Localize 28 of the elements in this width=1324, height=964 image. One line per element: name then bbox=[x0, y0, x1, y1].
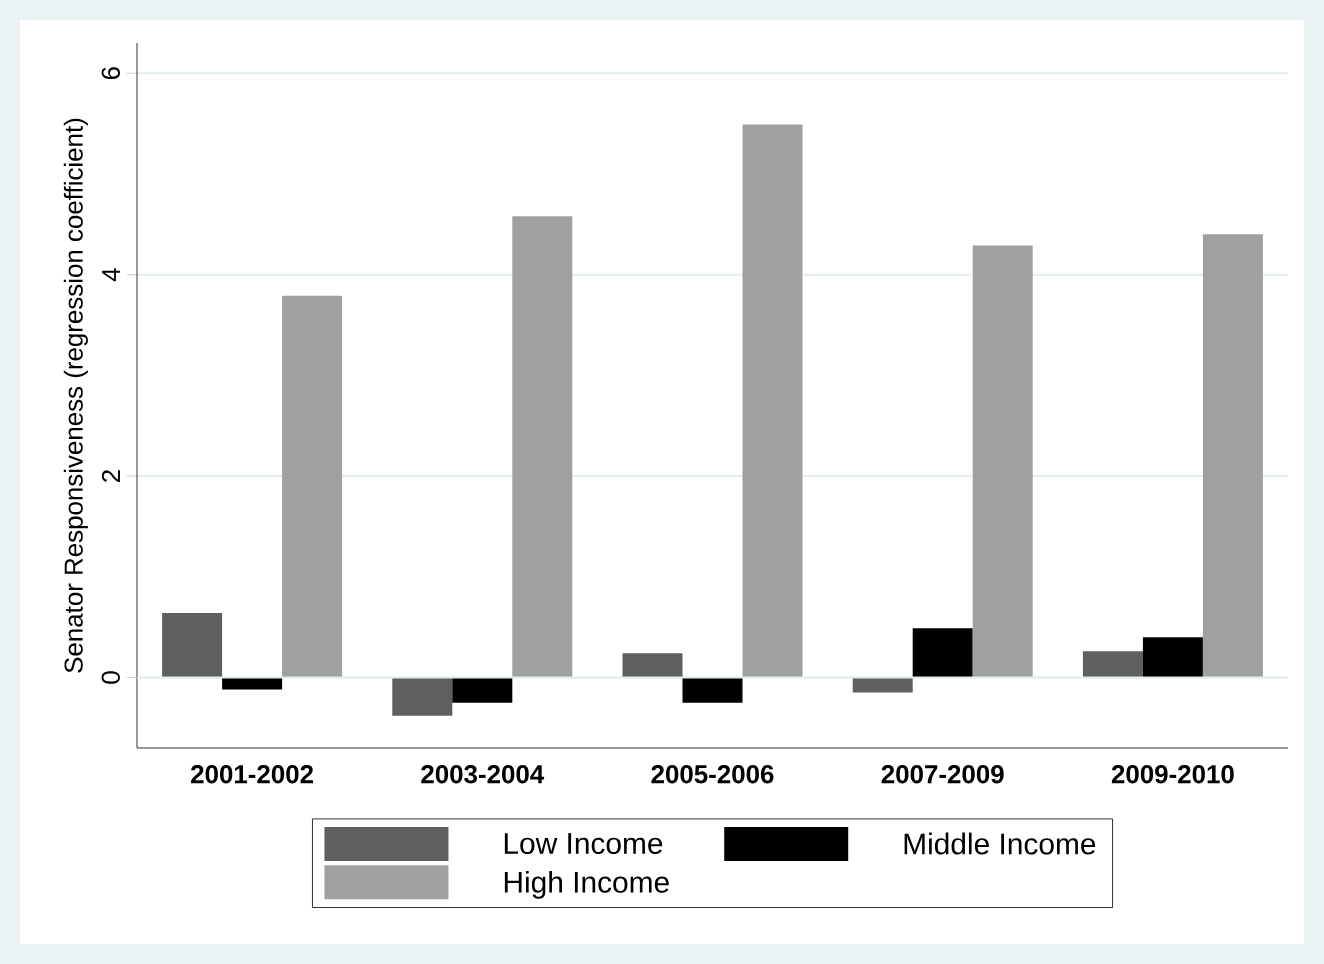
y-axis-title: Senator Responsiveness (regression coefficient) bbox=[63, 118, 88, 673]
bar bbox=[912, 628, 973, 678]
y-tick-label: 4 bbox=[102, 268, 120, 282]
x-tick-label: 2005-2006 bbox=[651, 765, 774, 784]
bar bbox=[972, 245, 1033, 678]
bar bbox=[222, 677, 283, 690]
y-tick-label: 0 bbox=[101, 671, 120, 684]
x-tick-label: 2007-2009 bbox=[881, 765, 1004, 784]
x-tick-label: 2009-2010 bbox=[1111, 765, 1234, 784]
bar bbox=[512, 216, 573, 678]
bar bbox=[682, 677, 743, 703]
bar bbox=[1142, 637, 1203, 678]
bar bbox=[852, 677, 913, 693]
bar bbox=[742, 124, 803, 678]
bar bbox=[392, 677, 453, 716]
bar bbox=[1202, 234, 1263, 678]
bar bbox=[452, 677, 513, 703]
legend-label: Low Income bbox=[504, 833, 663, 854]
bar bbox=[282, 295, 343, 678]
bar bbox=[1082, 651, 1143, 678]
legend-label: Middle Income bbox=[904, 832, 1096, 855]
x-tick-label: 2003-2004 bbox=[421, 765, 545, 784]
y-tick-label: 6 bbox=[101, 67, 120, 80]
y-tick-label: 2 bbox=[101, 470, 120, 482]
bar bbox=[162, 613, 223, 678]
x-tick-label: 2001-2002 bbox=[191, 765, 313, 784]
bar bbox=[622, 653, 683, 678]
legend-label: High Income bbox=[504, 870, 669, 899]
